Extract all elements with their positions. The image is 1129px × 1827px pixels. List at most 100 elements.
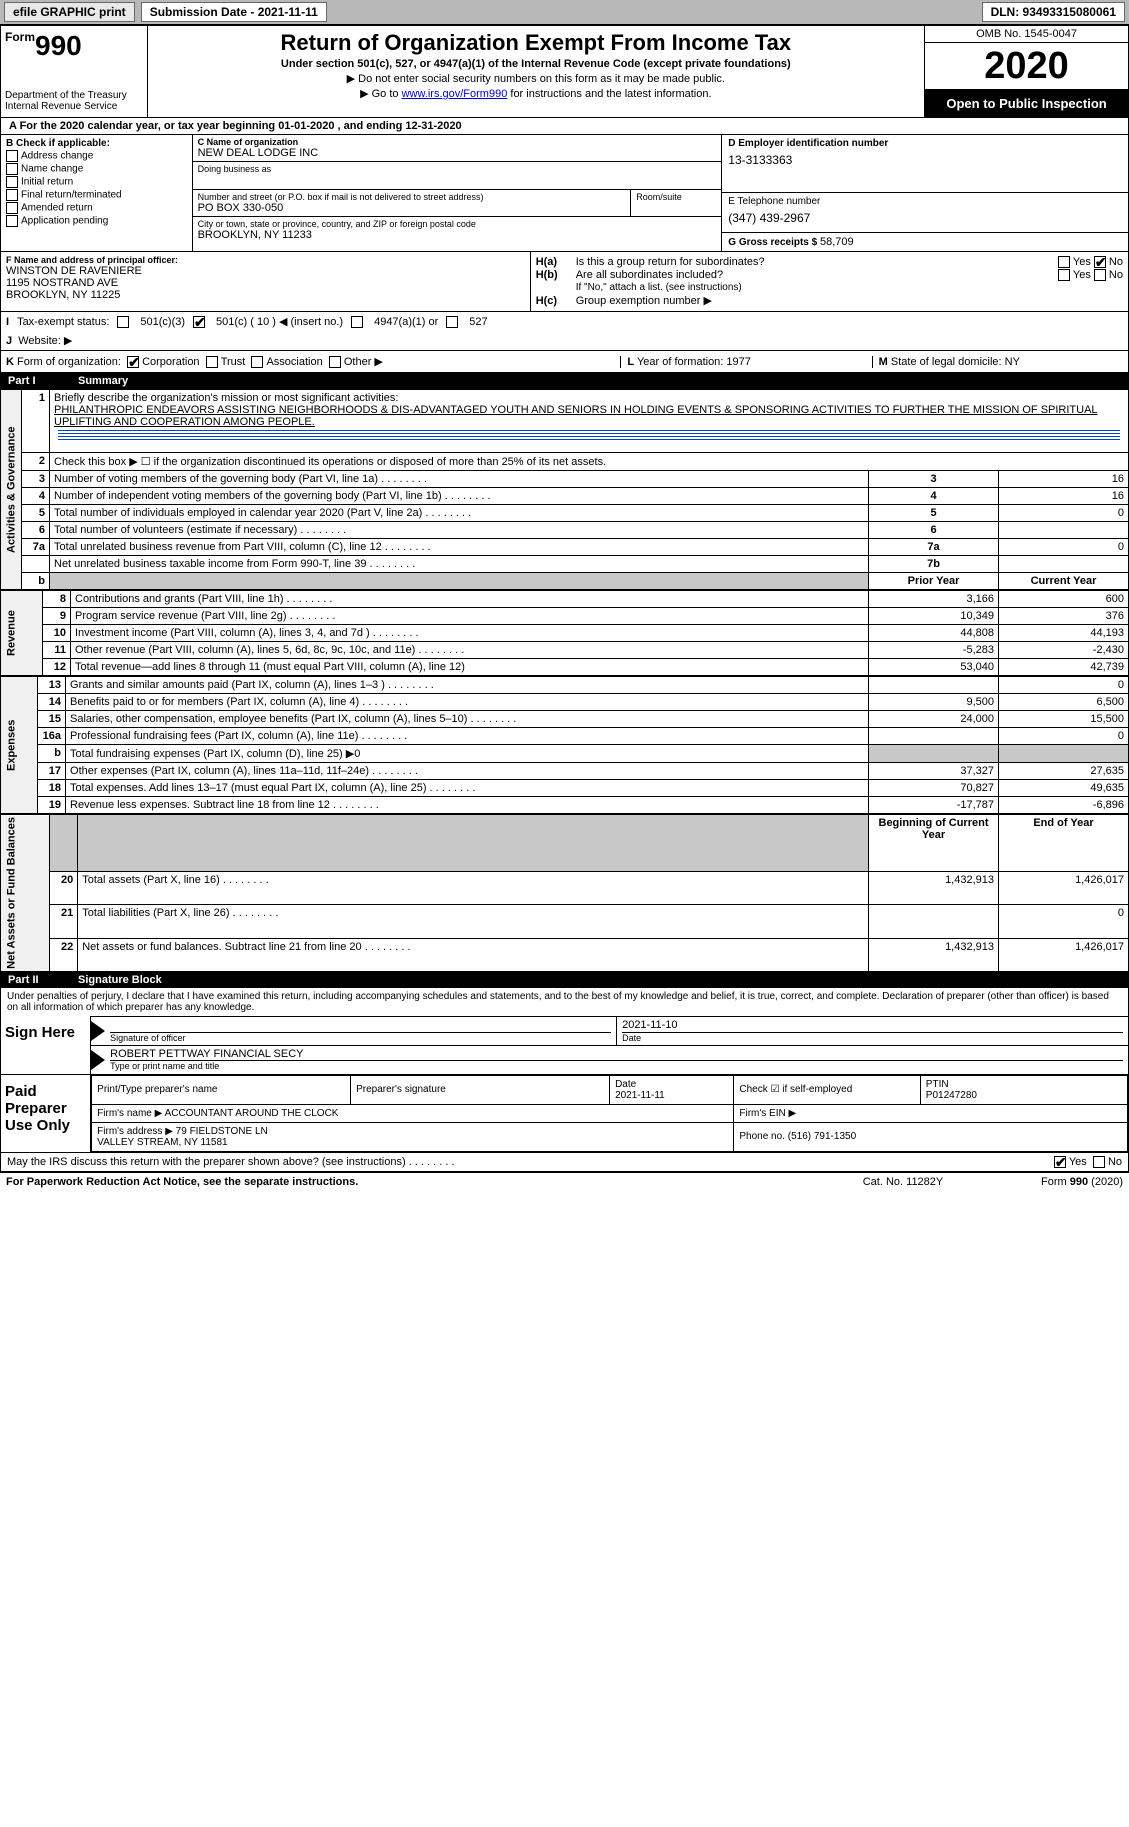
l7bv <box>999 556 1129 573</box>
irs-link[interactable]: www.irs.gov/Form990 <box>402 88 508 100</box>
principal-label: F Name and address of principal officer: <box>6 255 525 265</box>
n22p: 1,432,913 <box>869 938 999 971</box>
e15t: Salaries, other compensation, employee b… <box>66 711 869 728</box>
vlabel-exp: Expenses <box>1 677 38 814</box>
discuss-no[interactable] <box>1093 1156 1105 1168</box>
i-501c3[interactable] <box>117 316 129 328</box>
e14t: Benefits paid to or for members (Part IX… <box>66 694 869 711</box>
arrow-icon <box>91 1021 105 1041</box>
chk-final-lbl: Final return/terminated <box>21 190 122 201</box>
block-bcdeg: B Check if applicable: Address change Na… <box>0 135 1129 252</box>
discuss-text: May the IRS discuss this return with the… <box>7 1156 1054 1168</box>
header-right: OMB No. 1545-0047 2020 Open to Public In… <box>925 26 1128 117</box>
k-trust[interactable] <box>206 356 218 368</box>
chk-amended[interactable]: Amended return <box>6 202 187 214</box>
hb-yes[interactable] <box>1058 269 1070 281</box>
e13n: 13 <box>38 677 66 694</box>
ha-no[interactable] <box>1094 256 1106 268</box>
l7bn <box>22 556 50 573</box>
chk-name[interactable]: Name change <box>6 163 187 175</box>
l5v: 0 <box>999 505 1129 522</box>
boy-hdr: Beginning of Current Year <box>869 815 999 872</box>
l7ak: 7a <box>869 539 999 556</box>
vlabel-rev: Revenue <box>1 591 43 676</box>
lbn: b <box>22 573 50 590</box>
l4n: 4 <box>22 488 50 505</box>
principal-name: WINSTON DE RAVENIERE <box>6 265 525 277</box>
i-527[interactable] <box>446 316 458 328</box>
r8n: 8 <box>43 591 71 608</box>
i-527-lbl: 527 <box>469 316 487 328</box>
table-row: 5Total number of individuals employed in… <box>1 505 1129 522</box>
ha-yes[interactable] <box>1058 256 1070 268</box>
table-row: 15Salaries, other compensation, employee… <box>1 711 1129 728</box>
form-990-num: 990 <box>35 30 82 61</box>
r12n: 12 <box>43 659 71 676</box>
dln-label: DLN: 93493315080061 <box>982 2 1125 22</box>
row-klm: K Form of organization: Corporation Trus… <box>0 351 1129 373</box>
omb-label: OMB No. 1545-0047 <box>925 26 1128 43</box>
efile-button[interactable]: efile GRAPHIC print <box>4 2 135 22</box>
e14c: 6,500 <box>999 694 1129 711</box>
table-row: 7aTotal unrelated business revenue from … <box>1 539 1129 556</box>
table-row: 4Number of independent voting members of… <box>1 488 1129 505</box>
firm-phone: (516) 791-1350 <box>788 1131 856 1142</box>
firm-name-lbl: Firm's name ▶ <box>97 1108 162 1119</box>
l3v: 16 <box>999 471 1129 488</box>
l-text: Year of formation: 1977 <box>637 356 751 368</box>
k-corp-lbl: Corporation <box>142 356 199 368</box>
e17c: 27,635 <box>999 763 1129 780</box>
col-spacer <box>50 573 869 590</box>
i-501c[interactable] <box>193 316 205 328</box>
vlabel-net: Net Assets or Fund Balances <box>1 815 50 972</box>
table-row: 6Total number of volunteers (estimate if… <box>1 522 1129 539</box>
note2-post: for instructions and the latest informat… <box>507 88 711 100</box>
firm-addr-lbl: Firm's address ▶ <box>97 1126 173 1137</box>
chk-pending-lbl: Application pending <box>21 216 108 227</box>
paid-prep-label: Paid Preparer Use Only <box>1 1075 91 1152</box>
topbar: efile GRAPHIC print Submission Date - 20… <box>0 0 1129 25</box>
chk-initial[interactable]: Initial return <box>6 176 187 188</box>
dept-label: Department of the Treasury Internal Reve… <box>5 90 143 112</box>
l6k: 6 <box>869 522 999 539</box>
chk-address[interactable]: Address change <box>6 150 187 162</box>
k-other[interactable] <box>329 356 341 368</box>
e19t: Revenue less expenses. Subtract line 18 … <box>66 797 869 814</box>
k-text: Form of organization: <box>17 356 121 368</box>
table-row: 18Total expenses. Add lines 13–17 (must … <box>1 780 1129 797</box>
row-i: I Tax-exempt status: 501(c)(3) 501(c) ( … <box>0 312 1129 331</box>
k-corp[interactable] <box>127 356 139 368</box>
r11p: -5,283 <box>869 642 999 659</box>
e19n: 19 <box>38 797 66 814</box>
e13c: 0 <box>999 677 1129 694</box>
tax-year: 2020 <box>925 43 1128 90</box>
chk-initial-lbl: Initial return <box>21 177 73 188</box>
l4v: 16 <box>999 488 1129 505</box>
k-assoc[interactable] <box>251 356 263 368</box>
m-text: State of legal domicile: NY <box>891 356 1020 368</box>
e15n: 15 <box>38 711 66 728</box>
r11c: -2,430 <box>999 642 1129 659</box>
i-4947[interactable] <box>351 316 363 328</box>
part2-title: Signature Block <box>78 974 162 986</box>
chk-pending[interactable]: Application pending <box>6 215 187 227</box>
discuss-yes[interactable] <box>1054 1156 1066 1168</box>
n20p: 1,432,913 <box>869 871 999 904</box>
hb-no[interactable] <box>1094 269 1106 281</box>
part1-title: Summary <box>78 375 128 387</box>
l7bk: 7b <box>869 556 999 573</box>
city-label: City or town, state or province, country… <box>198 219 717 229</box>
prep-sig-lbl: Preparer's signature <box>356 1084 446 1095</box>
row-fh: F Name and address of principal officer:… <box>0 252 1129 312</box>
r12t: Total revenue—add lines 8 through 11 (mu… <box>71 659 869 676</box>
vlabel-gov: Activities & Governance <box>1 390 22 590</box>
ein-label: D Employer identification number <box>728 138 1122 149</box>
hc-text: Group exemption number ▶ <box>576 294 712 307</box>
footer-990: 990 <box>1070 1176 1088 1188</box>
k-other-lbl: Other ▶ <box>344 356 383 368</box>
j-label: J <box>6 335 12 347</box>
gross-label: G Gross receipts $ <box>728 237 820 248</box>
table-row: bPrior YearCurrent Year <box>1 573 1129 590</box>
l6v <box>999 522 1129 539</box>
chk-final[interactable]: Final return/terminated <box>6 189 187 201</box>
